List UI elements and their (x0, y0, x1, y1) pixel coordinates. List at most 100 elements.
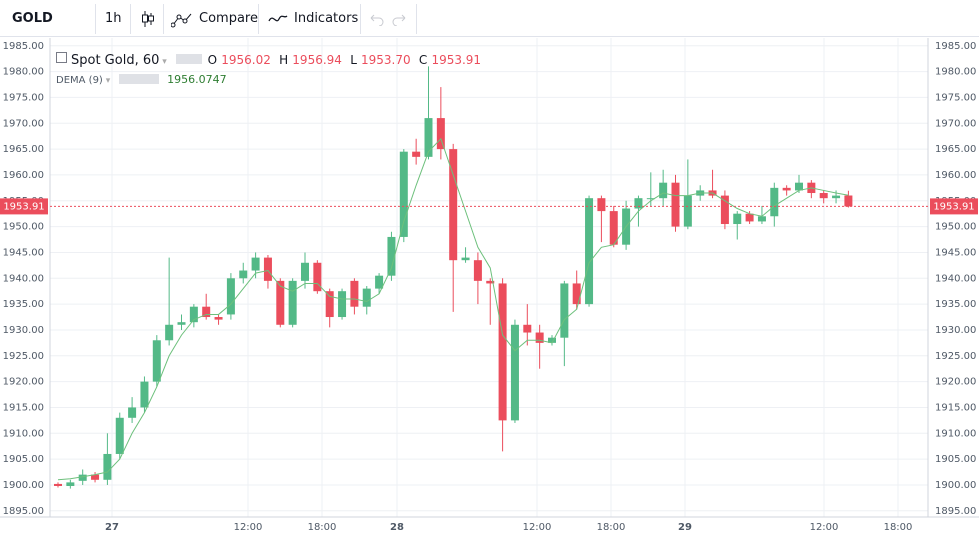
x-tick-label: 28 (390, 522, 404, 533)
candle-body (301, 262, 309, 281)
indicator-name: DEMA (9) (56, 75, 103, 86)
candle-body (683, 195, 692, 227)
y-tick-label-left: 1920.00 (3, 377, 44, 388)
ohlc-label: L (350, 53, 357, 67)
candle-body (597, 198, 606, 212)
candle-body (757, 216, 766, 222)
y-tick-label-left: 1950.00 (3, 222, 44, 233)
indicators-button[interactable]: Indicators (294, 11, 359, 26)
y-tick-label-left: 1935.00 (3, 299, 44, 310)
x-tick-label: 18:00 (308, 522, 337, 533)
y-tick-label-right: 1910.00 (935, 428, 976, 439)
compare-button[interactable]: Compare (199, 11, 258, 26)
candle-body (609, 211, 618, 245)
price-tag-right-label: 1953.91 (933, 201, 974, 212)
candle-body (239, 270, 248, 279)
legend-buttons[interactable] (175, 54, 202, 64)
candle-body (745, 213, 754, 222)
ohlc-label: O (207, 53, 218, 67)
candle-body (115, 417, 124, 454)
candle-body (819, 193, 828, 199)
indicator-line (57, 137, 849, 481)
candle-body (350, 280, 359, 307)
candle-body (585, 198, 594, 305)
candle-body (795, 182, 803, 191)
candle-body (165, 324, 174, 341)
candle-body (152, 340, 161, 382)
y-tick-label-right: 1960.00 (935, 170, 976, 181)
y-tick-label-left: 1965.00 (3, 144, 44, 155)
candle-body (251, 257, 260, 271)
y-tick-label-left: 1930.00 (3, 325, 44, 336)
price-tag-left (0, 198, 48, 215)
interval[interactable]: 1h (105, 11, 122, 26)
candle-body (473, 260, 482, 281)
candle-body (399, 151, 408, 237)
series-title: Spot Gold, 60 (71, 53, 160, 68)
candle-body (214, 317, 223, 320)
separator (258, 4, 259, 34)
y-tick-label-left: 1910.00 (3, 428, 44, 439)
candle-body (832, 195, 841, 199)
candle-body (54, 483, 62, 486)
candle-body (189, 306, 198, 323)
ohlc-value: 1956.94 (292, 53, 342, 67)
y-tick-label-right: 1905.00 (935, 454, 976, 465)
candle-body (720, 195, 729, 225)
y-tick-label-right: 1935.00 (935, 299, 976, 310)
x-tick-label: 12:00 (523, 522, 552, 533)
candle-body (338, 291, 347, 318)
x-tick-label: 18:00 (597, 522, 626, 533)
candle-body (177, 322, 186, 325)
candle-body (535, 332, 544, 343)
indicator-value: 1956.0747 (167, 73, 227, 86)
candle-body (288, 280, 297, 325)
y-tick-label-right: 1915.00 (935, 402, 976, 413)
candle-body (634, 198, 643, 209)
candle-body (498, 283, 507, 421)
y-tick-label-right: 1930.00 (935, 325, 976, 336)
ohlc-label: C (418, 53, 428, 67)
candle-body (325, 291, 334, 318)
indicators-icon[interactable] (268, 12, 288, 24)
indicator-buttons[interactable] (119, 74, 160, 84)
candle-body (362, 288, 371, 307)
symbol[interactable]: GOLD (12, 11, 53, 26)
candle-body (510, 324, 519, 421)
candle-body (276, 280, 285, 325)
y-tick-label-right: 1975.00 (935, 92, 976, 103)
price-tag-right (930, 198, 978, 215)
candle-icon[interactable] (140, 10, 156, 28)
chart: 1895.00 1895.00 1900.00 1900.00 1905.00 1905.… (0, 38, 979, 537)
undo-redo[interactable] (368, 12, 410, 26)
candle-body (78, 474, 87, 481)
y-tick-label-right: 1920.00 (935, 377, 976, 388)
collapse-icon[interactable] (56, 52, 67, 63)
candle-body (572, 283, 581, 305)
plot-background (0, 38, 979, 537)
y-tick-label-left: 1925.00 (3, 351, 44, 362)
candle-body (436, 118, 445, 150)
x-tick-label: 27 (105, 522, 119, 533)
candle-body (313, 262, 322, 292)
y-tick-label-right: 1945.00 (935, 247, 976, 258)
candle-body (461, 257, 470, 261)
y-tick-label-right: 1980.00 (935, 67, 976, 78)
y-tick-label-left: 1970.00 (3, 118, 44, 129)
compare-icon[interactable] (171, 10, 193, 28)
candle-body (128, 407, 137, 418)
candle-body (449, 149, 458, 261)
y-tick-label-left: 1905.00 (3, 454, 44, 465)
price-tag-left-label: 1953.91 (3, 201, 44, 212)
candle-body (263, 257, 272, 281)
ohlc-value: 1956.02 (221, 53, 271, 67)
candle-body (486, 280, 495, 284)
separator (163, 4, 164, 34)
y-tick-label-left: 1975.00 (3, 92, 44, 103)
candle-body (424, 118, 433, 157)
candle-body (66, 482, 75, 486)
candle-body (412, 151, 421, 157)
candle-body (91, 474, 100, 480)
y-tick-label-left: 1915.00 (3, 402, 44, 413)
